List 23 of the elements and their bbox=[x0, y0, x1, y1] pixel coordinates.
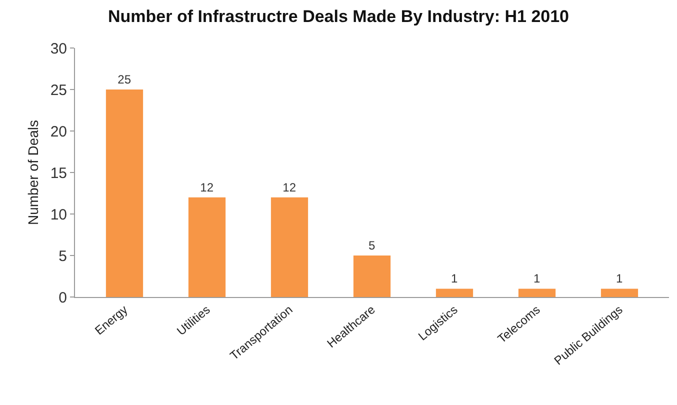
bar bbox=[518, 288, 556, 297]
bar bbox=[436, 288, 474, 297]
data-label: 12 bbox=[282, 180, 296, 194]
data-label: 12 bbox=[200, 180, 214, 194]
y-tick-label: 25 bbox=[50, 82, 67, 99]
data-label: 1 bbox=[451, 272, 458, 286]
bar bbox=[270, 197, 308, 297]
y-tick-label: 5 bbox=[58, 248, 67, 265]
data-label: 1 bbox=[534, 272, 540, 286]
y-axis-title: Number of Deals bbox=[24, 120, 41, 226]
bar bbox=[353, 256, 391, 297]
data-label: 1 bbox=[616, 272, 623, 286]
bar bbox=[188, 197, 226, 297]
data-label: 5 bbox=[368, 238, 376, 252]
bar bbox=[600, 288, 638, 297]
chart-title: Number of Infrastructre Deals Made By Industry: H1 2010 bbox=[108, 7, 570, 26]
data-label: 25 bbox=[118, 72, 132, 86]
y-tick-label: 20 bbox=[50, 123, 67, 140]
y-tick-label: 0 bbox=[58, 289, 67, 306]
y-tick-label: 30 bbox=[50, 40, 67, 58]
y-tick-label: 15 bbox=[50, 164, 67, 182]
y-tick-label: 10 bbox=[50, 206, 67, 224]
bar bbox=[106, 90, 144, 297]
